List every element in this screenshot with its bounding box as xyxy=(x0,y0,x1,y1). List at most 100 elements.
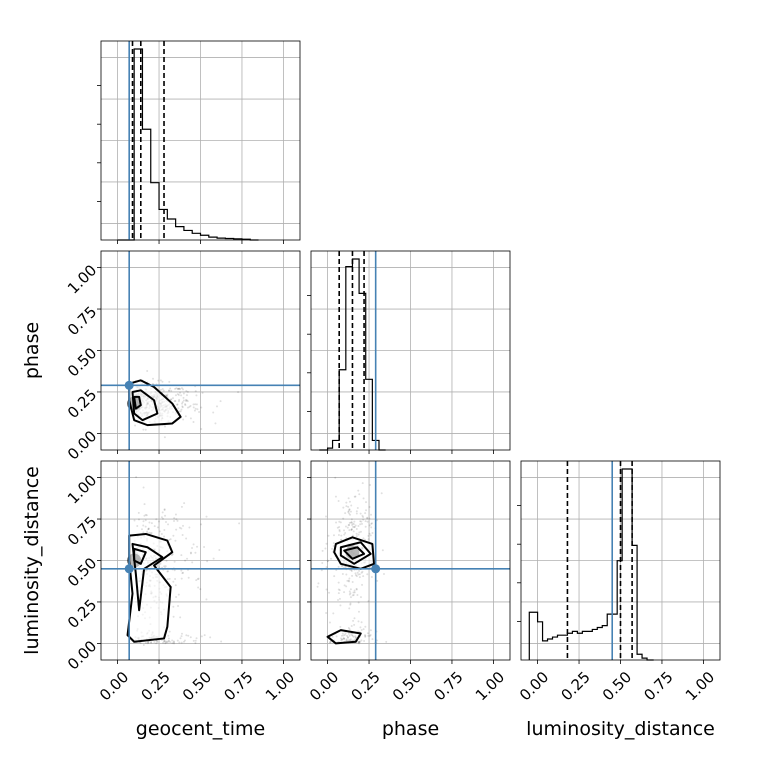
sample-point xyxy=(337,599,340,602)
sample-point xyxy=(168,389,171,392)
sample-point xyxy=(362,575,365,578)
sample-point xyxy=(161,517,164,520)
sample-point xyxy=(345,638,348,641)
sample-point xyxy=(180,577,183,580)
diag-panel-phase xyxy=(307,250,511,454)
sample-point xyxy=(178,410,181,413)
sample-point xyxy=(136,524,139,527)
sample-point xyxy=(172,580,175,583)
sample-point xyxy=(155,518,158,521)
sample-point xyxy=(350,570,353,573)
x-tick-label: 0.25 xyxy=(347,668,383,704)
sample-point xyxy=(348,508,351,511)
sample-point xyxy=(341,564,344,567)
sample-point xyxy=(370,522,373,525)
sample-point xyxy=(367,600,370,603)
sample-point xyxy=(358,569,361,572)
sample-point xyxy=(180,569,183,572)
sample-point xyxy=(172,534,175,537)
sample-point xyxy=(349,632,352,635)
sample-point xyxy=(180,632,183,635)
sample-point xyxy=(160,532,163,535)
sample-point xyxy=(360,621,363,624)
sample-point xyxy=(169,398,172,401)
sample-point xyxy=(346,634,349,637)
sample-point xyxy=(180,641,183,644)
histogram-luminosity_distance xyxy=(528,468,654,661)
sample-point xyxy=(351,581,354,584)
sample-point xyxy=(355,512,358,515)
x-tick-label: 0.50 xyxy=(179,668,215,704)
sample-point xyxy=(184,415,187,418)
sample-point xyxy=(348,521,351,524)
sample-point xyxy=(320,569,323,572)
y-tick-label: 0.50 xyxy=(64,554,100,590)
contour-line xyxy=(133,547,147,565)
sample-point xyxy=(360,522,363,525)
sample-point xyxy=(362,628,365,631)
sample-point xyxy=(360,628,363,631)
sample-point xyxy=(346,639,349,642)
sample-point xyxy=(162,641,165,644)
panel-frame xyxy=(310,250,511,451)
sample-point xyxy=(334,495,337,498)
diag-panel-geocent_time xyxy=(97,40,301,244)
sample-point xyxy=(368,532,371,535)
sample-point xyxy=(214,422,217,425)
sample-point xyxy=(369,566,372,569)
y-tick-label: 1.00 xyxy=(64,471,100,507)
contour-line xyxy=(133,395,142,410)
sample-point xyxy=(350,528,353,531)
sample-point xyxy=(161,380,164,383)
sample-point xyxy=(339,521,342,524)
sample-point xyxy=(160,516,163,519)
sample-point xyxy=(349,596,352,599)
sample-point xyxy=(179,616,182,619)
sample-point xyxy=(370,513,373,516)
sample-point xyxy=(192,403,195,406)
sample-point xyxy=(343,633,346,636)
sample-point xyxy=(361,514,364,517)
sample-point xyxy=(194,390,197,393)
sample-point xyxy=(180,394,183,397)
sample-point xyxy=(365,509,368,512)
sample-point xyxy=(354,572,357,575)
sample-point xyxy=(351,594,354,597)
sample-point xyxy=(347,505,350,508)
sample-point xyxy=(178,398,181,401)
sample-point xyxy=(147,641,150,644)
sample-point xyxy=(177,605,180,608)
sample-point xyxy=(172,640,175,643)
sample-point xyxy=(347,632,350,635)
sample-point xyxy=(342,637,345,640)
sample-point xyxy=(332,534,335,537)
sample-point xyxy=(153,641,156,644)
sample-point xyxy=(362,518,365,521)
sample-point xyxy=(146,642,149,645)
sample-point xyxy=(164,425,167,428)
sample-point xyxy=(175,387,178,390)
sample-point xyxy=(355,527,358,530)
sample-point xyxy=(171,642,174,645)
sample-point xyxy=(347,497,350,500)
sample-point xyxy=(348,529,351,532)
sample-point xyxy=(192,543,195,546)
sample-point xyxy=(357,630,360,633)
sample-point xyxy=(326,559,329,562)
sample-point xyxy=(352,530,355,533)
sample-point xyxy=(366,632,369,635)
sample-point xyxy=(347,510,350,513)
sample-point xyxy=(371,638,374,641)
sample-point xyxy=(167,639,170,642)
sample-point xyxy=(146,369,149,372)
sample-point xyxy=(366,517,369,520)
sample-point xyxy=(177,593,180,596)
sample-point xyxy=(341,573,344,576)
sample-point xyxy=(359,596,362,599)
sample-point xyxy=(143,503,146,506)
sample-point xyxy=(353,495,356,498)
sample-point xyxy=(142,531,145,534)
sample-point xyxy=(180,505,183,508)
contour-line xyxy=(343,546,366,560)
sample-point xyxy=(160,388,163,391)
